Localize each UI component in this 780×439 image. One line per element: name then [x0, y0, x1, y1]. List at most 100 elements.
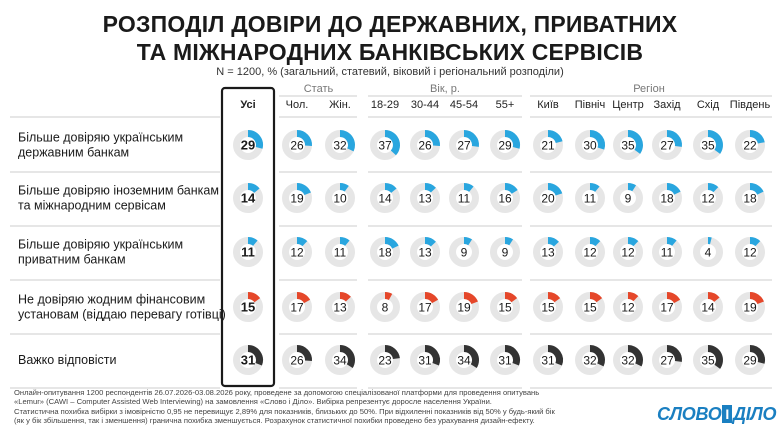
donut-value-label: 17: [290, 301, 304, 315]
column-header: Південь: [730, 99, 771, 111]
column-header: 18-29: [371, 99, 399, 111]
donut-segment: [247, 183, 260, 194]
donut-segment: [296, 183, 311, 196]
row-label: Більше довіряю українським: [18, 238, 183, 252]
group-header: Вік, р.: [430, 83, 460, 95]
column-header: Схід: [697, 99, 720, 111]
donut-segment: [463, 237, 473, 246]
donut-value-label: 27: [660, 354, 674, 368]
donut-segment: [384, 237, 399, 249]
donut-segment: [627, 345, 643, 367]
donut-segment: [247, 130, 263, 149]
donut-segment: [504, 292, 518, 303]
donut-value-label: 20: [541, 192, 555, 206]
donut-segment: [424, 237, 436, 247]
donut-value-label: 11: [661, 246, 674, 260]
footer-line: (як у бік збільшення, так і зменшення) г…: [14, 416, 535, 426]
row-label: та міжнародним сервісам: [18, 199, 166, 213]
row-label: Більше довіряю українським: [18, 131, 183, 145]
donut-value-label: 34: [457, 354, 471, 368]
column-header: Захід: [653, 99, 681, 111]
donut-value-label: 12: [743, 246, 757, 260]
donut-segment: [749, 292, 764, 305]
donut-value-label: 9: [461, 246, 468, 260]
donut-value-label: 18: [743, 192, 757, 206]
donut-value-label: 32: [621, 354, 635, 368]
donut-segment: [504, 345, 520, 366]
column-header: 30-44: [411, 99, 439, 111]
donut-segment: [749, 345, 765, 364]
donut-value-label: 29: [241, 138, 255, 153]
donut-value-label: 16: [498, 192, 512, 206]
donut-value-label: 31: [418, 354, 432, 368]
column-header: Жін.: [329, 99, 351, 111]
logo-word-right: ДІЛО: [733, 404, 777, 424]
donut-value-label: 14: [701, 301, 715, 315]
row-label: приватним банкам: [18, 253, 126, 267]
donut-value-label: 19: [290, 192, 304, 206]
donut-value-label: 12: [290, 246, 304, 260]
donut-segment: [707, 292, 720, 303]
donut-segment: [247, 292, 261, 303]
group-header: Стать: [304, 83, 334, 95]
donut-segment: [384, 291, 393, 301]
donut-value-label: 12: [621, 246, 635, 260]
donut-segment: [547, 183, 563, 196]
page-title: РОЗПОДІЛ ДОВІРИ ДО ДЕРЖАВНИХ, ПРИВАТНИХ …: [0, 10, 780, 66]
donut-segment: [547, 237, 559, 247]
column-header: Усі: [240, 99, 255, 111]
donut-segment: [463, 130, 479, 147]
donut-segment: [666, 237, 677, 247]
donut-value-label: 19: [457, 301, 471, 315]
footer-line: «Lemur» (CAWI – Computer Assisted Web In…: [14, 397, 492, 407]
row-label: державним банкам: [18, 146, 129, 160]
donut-segment: [463, 183, 474, 193]
donut-value-label: 21: [541, 139, 555, 153]
donut-segment: [749, 237, 761, 247]
donut-value-label: 9: [625, 192, 632, 206]
donut-value-label: 13: [418, 246, 432, 260]
donut-value-label: 18: [660, 192, 674, 206]
column-header: Північ: [575, 99, 605, 111]
donut-value-label: 12: [583, 246, 597, 260]
donut-segment: [247, 345, 263, 366]
donut-value-label: 30: [583, 139, 597, 153]
row-label: Важко відповісти: [18, 353, 117, 367]
row-label: Більше довіряю іноземним банкам: [18, 184, 219, 198]
donut-segment: [504, 130, 520, 149]
donut-segment: [589, 345, 605, 367]
brand-logo: СЛОВО І ДІЛО: [657, 404, 776, 426]
donut-segment: [627, 292, 639, 302]
column-header: Чол.: [286, 99, 309, 111]
donut-value-label: 14: [241, 191, 256, 206]
donut-segment: [666, 130, 682, 147]
donut-value-label: 18: [378, 246, 392, 260]
donut-value-label: 26: [418, 139, 432, 153]
donut-segment: [384, 345, 400, 360]
donut-segment: [589, 237, 601, 247]
chart-subtitle: N = 1200, % (загальний, статевий, вікови…: [216, 66, 564, 78]
donut-value-label: 31: [241, 353, 255, 368]
donut-value-label: 37: [378, 139, 392, 153]
donut-segment: [384, 183, 397, 194]
donut-value-label: 15: [583, 301, 597, 315]
donut-value-label: 9: [502, 246, 509, 260]
donut-value-label: 15: [498, 301, 512, 315]
donut-value-label: 32: [333, 139, 347, 153]
donut-segment: [707, 345, 723, 369]
donut-segment: [424, 345, 440, 366]
donut-value-label: 11: [334, 246, 347, 260]
donut-value-label: 17: [660, 301, 674, 315]
donut-segment: [749, 183, 764, 195]
donut-value-label: 10: [333, 192, 347, 206]
donut-value-label: 26: [290, 354, 304, 368]
group-header: Регіон: [633, 83, 665, 95]
donut-segment: [296, 292, 311, 304]
donut-segment: [589, 130, 605, 150]
donut-segment: [296, 345, 312, 361]
donut-value-label: 32: [583, 354, 597, 368]
donut-segment: [666, 345, 682, 362]
column-header: Центр: [612, 99, 644, 111]
donut-value-label: 31: [541, 354, 555, 368]
donut-value-label: 15: [241, 300, 255, 315]
